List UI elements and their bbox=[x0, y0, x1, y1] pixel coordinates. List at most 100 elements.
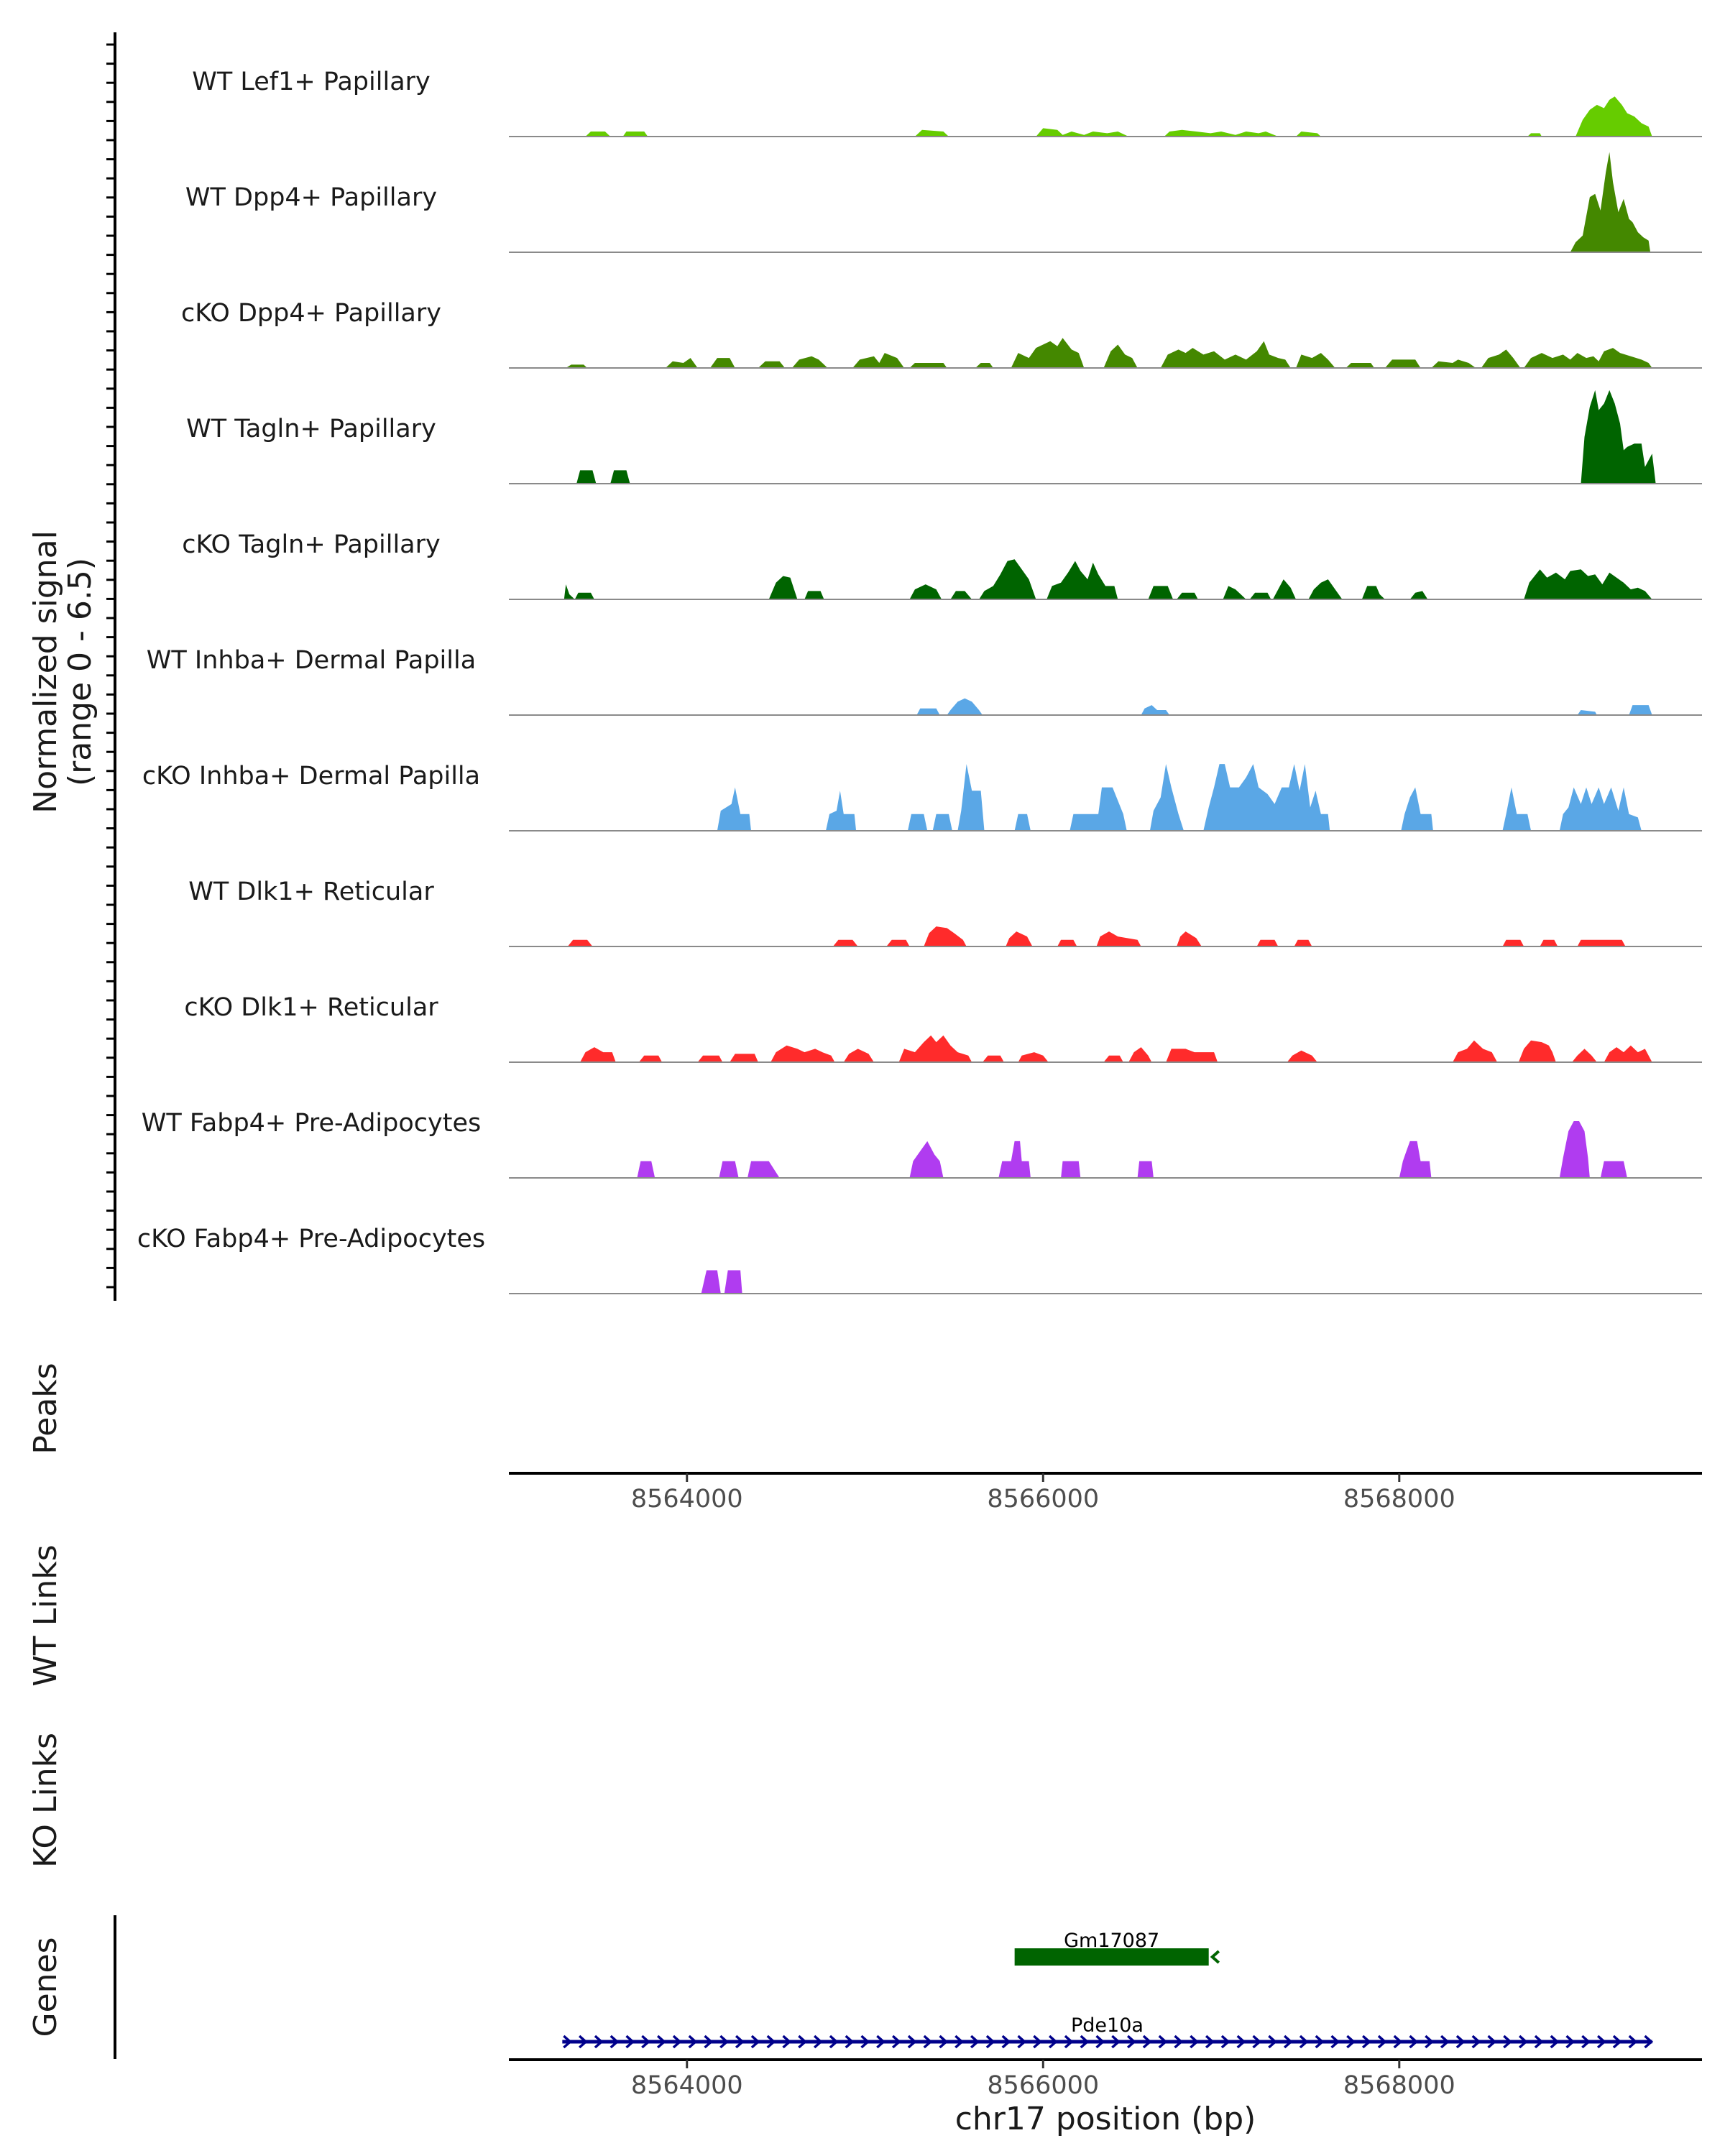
track: WT Lef1+ Papillary bbox=[192, 68, 1702, 137]
strand-arrow-right bbox=[1252, 2035, 1262, 2049]
track-label: cKO Dpp4+ Papillary bbox=[181, 299, 441, 328]
strand-arrow-right bbox=[688, 2035, 698, 2049]
peaks-label: Peaks bbox=[27, 1363, 64, 1454]
strand-arrow-right bbox=[750, 2035, 760, 2049]
strand-arrow-right bbox=[1455, 2035, 1466, 2049]
strand-arrow-right bbox=[954, 2035, 964, 2049]
strand-arrow-right bbox=[1299, 2035, 1309, 2049]
strand-arrow-right bbox=[610, 2035, 620, 2049]
strand-arrow-right bbox=[1220, 2035, 1230, 2049]
track-signal-area bbox=[567, 926, 1626, 946]
track-label: WT Dlk1+ Reticular bbox=[188, 877, 434, 906]
strand-arrow-right bbox=[1126, 2035, 1136, 2049]
signal-tracks: WT Lef1+ Papillary WT Dpp4+ Papillary cKO … bbox=[137, 68, 1702, 1294]
track: WT Fabp4+ Pre-Adipocytes bbox=[142, 1109, 1702, 1179]
gene-label: Pde10a bbox=[1071, 2014, 1144, 2037]
track: cKO Dpp4+ Papillary bbox=[181, 299, 1702, 369]
peaks-x-ticks: 8564000 8566000 8568000 bbox=[631, 1473, 1455, 1514]
track: cKO Fabp4+ Pre-Adipocytes bbox=[137, 1225, 1702, 1294]
track-label: WT Lef1+ Papillary bbox=[192, 68, 431, 96]
track: cKO Inhba+ Dermal Papilla bbox=[142, 762, 1702, 831]
gene-models: Gm17087 Pde10a bbox=[562, 1930, 1654, 2049]
strand-arrow-right bbox=[1565, 2035, 1576, 2049]
strand-arrow-right bbox=[1425, 2035, 1434, 2049]
genes-label: Genes bbox=[27, 1937, 64, 2037]
x-tick-label: 8564000 bbox=[631, 2071, 743, 2100]
track-label: WT Tagln+ Papillary bbox=[186, 415, 436, 443]
track: cKO Dlk1+ Reticular bbox=[184, 993, 1702, 1063]
genes-x-ticks: 8564000 8566000 8568000 bbox=[631, 2060, 1455, 2100]
gene-exon-block bbox=[1014, 1948, 1209, 1966]
strand-arrow-right bbox=[1315, 2035, 1325, 2049]
strand-arrow-right bbox=[1048, 2035, 1058, 2049]
strand-arrow-right bbox=[672, 2035, 682, 2049]
strand-arrow-right bbox=[782, 2035, 792, 2049]
track-signal-area bbox=[1570, 152, 1651, 252]
y-axis-title-line2: (range 0 - 6.5) bbox=[62, 558, 98, 786]
track-signal-area bbox=[701, 1270, 742, 1294]
strand-arrow-right bbox=[1440, 2035, 1450, 2049]
strand-arrow-right bbox=[1393, 2035, 1403, 2049]
track-signal-area bbox=[585, 96, 1652, 137]
track-signal-area bbox=[580, 1035, 1652, 1062]
strand-arrow-right bbox=[1471, 2035, 1481, 2049]
strand-arrow-right bbox=[1330, 2035, 1340, 2049]
track-signal-area bbox=[717, 764, 1642, 831]
strand-arrow-right bbox=[985, 2035, 995, 2049]
strand-arrow-right bbox=[578, 2035, 588, 2049]
strand-arrow-right bbox=[1518, 2035, 1528, 2049]
strand-arrow-right bbox=[891, 2035, 901, 2049]
gene: Pde10a bbox=[562, 2014, 1654, 2049]
x-tick-label: 8564000 bbox=[631, 1485, 743, 1514]
strand-arrow-right bbox=[1236, 2035, 1246, 2049]
strand-arrow-right bbox=[845, 2035, 855, 2049]
track-label: cKO Tagln+ Papillary bbox=[182, 530, 441, 559]
strand-arrow-right bbox=[1064, 2035, 1074, 2049]
gene-label: Gm17087 bbox=[1064, 1930, 1159, 1952]
strand-arrow-right bbox=[625, 2035, 635, 2049]
strand-arrow-right bbox=[1377, 2035, 1387, 2049]
strand-arrow-right bbox=[719, 2035, 729, 2049]
track-signal-area bbox=[637, 1121, 1627, 1178]
track: cKO Tagln+ Papillary bbox=[182, 530, 1702, 600]
x-tick-label: 8568000 bbox=[1343, 2071, 1455, 2100]
signal-y-ticks bbox=[106, 43, 115, 1289]
strand-arrow-right bbox=[1174, 2035, 1184, 2049]
strand-arrow-right bbox=[1080, 2035, 1090, 2049]
strand-arrow-right bbox=[1283, 2035, 1293, 2049]
strand-arrow-right bbox=[1346, 2035, 1356, 2049]
strand-arrow-right bbox=[1596, 2035, 1606, 2049]
ko-links-label: KO Links bbox=[27, 1733, 64, 1868]
strand-arrow-right bbox=[641, 2035, 650, 2049]
strand-arrow-right bbox=[1644, 2035, 1654, 2049]
y-axis-title-line1: Normalized signal bbox=[27, 530, 64, 814]
strand-arrow-right bbox=[1111, 2035, 1121, 2049]
track: WT Dpp4+ Papillary bbox=[185, 152, 1702, 253]
x-tick-label: 8568000 bbox=[1343, 1485, 1455, 1514]
strand-arrow-right bbox=[1612, 2035, 1622, 2049]
strand-arrow-right bbox=[1487, 2035, 1497, 2049]
track: WT Tagln+ Papillary bbox=[186, 390, 1702, 484]
strand-arrow-right bbox=[1017, 2035, 1027, 2049]
wt-links-label: WT Links bbox=[27, 1544, 64, 1686]
strand-arrow-right bbox=[829, 2035, 839, 2049]
strand-arrow-right bbox=[1190, 2035, 1199, 2049]
strand-arrow-right bbox=[798, 2035, 807, 2049]
x-tick-label: 8566000 bbox=[987, 2071, 1099, 2100]
strand-arrow-right bbox=[970, 2035, 980, 2049]
track: WT Inhba+ Dermal Papilla bbox=[147, 646, 1702, 716]
track: WT Dlk1+ Reticular bbox=[188, 877, 1702, 947]
track-label: WT Inhba+ Dermal Papilla bbox=[147, 646, 476, 675]
strand-arrow-right bbox=[1095, 2035, 1105, 2049]
track-label: WT Dpp4+ Papillary bbox=[185, 183, 437, 212]
strand-arrow-right bbox=[813, 2035, 823, 2049]
strand-arrow-left bbox=[1210, 1950, 1220, 1964]
gene: Gm17087 bbox=[1014, 1930, 1220, 1966]
track-label: cKO Inhba+ Dermal Papilla bbox=[142, 762, 480, 791]
strand-arrow-right bbox=[594, 2035, 604, 2049]
strand-arrow-right bbox=[563, 2035, 572, 2049]
track-label: cKO Fabp4+ Pre-Adipocytes bbox=[137, 1225, 485, 1253]
strand-arrow-right bbox=[1628, 2035, 1638, 2049]
strand-arrow-right bbox=[860, 2035, 870, 2049]
